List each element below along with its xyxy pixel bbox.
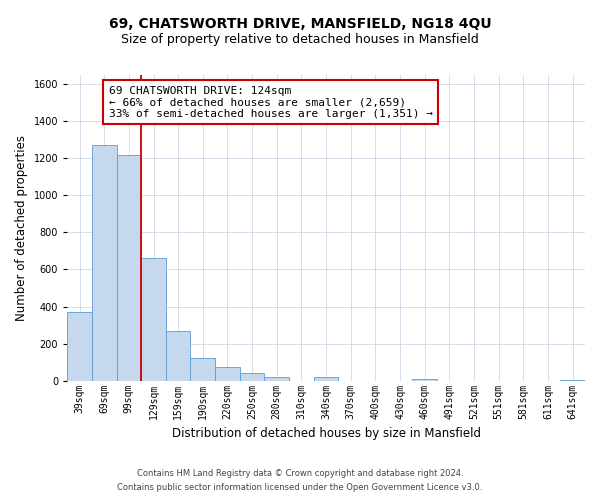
Bar [166,330,190,380]
Bar [92,146,116,380]
Bar [141,258,166,380]
Text: Contains HM Land Registry data © Crown copyright and database right 2024.: Contains HM Land Registry data © Crown c… [137,468,463,477]
Text: 69, CHATSWORTH DRIVE, MANSFIELD, NG18 4QU: 69, CHATSWORTH DRIVE, MANSFIELD, NG18 4Q… [109,18,491,32]
Bar [265,377,289,380]
Y-axis label: Number of detached properties: Number of detached properties [15,135,28,321]
Bar [314,377,338,380]
Text: 69 CHATSWORTH DRIVE: 124sqm
← 66% of detached houses are smaller (2,659)
33% of : 69 CHATSWORTH DRIVE: 124sqm ← 66% of det… [109,86,433,119]
Bar [116,154,141,380]
Bar [215,366,240,380]
Text: Size of property relative to detached houses in Mansfield: Size of property relative to detached ho… [121,32,479,46]
Text: Contains public sector information licensed under the Open Government Licence v3: Contains public sector information licen… [118,484,482,492]
Bar [67,312,92,380]
Bar [190,358,215,380]
X-axis label: Distribution of detached houses by size in Mansfield: Distribution of detached houses by size … [172,427,481,440]
Bar [412,379,437,380]
Bar [240,373,265,380]
